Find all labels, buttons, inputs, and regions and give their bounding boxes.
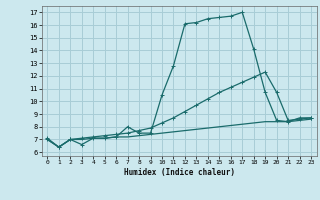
X-axis label: Humidex (Indice chaleur): Humidex (Indice chaleur) [124, 168, 235, 177]
